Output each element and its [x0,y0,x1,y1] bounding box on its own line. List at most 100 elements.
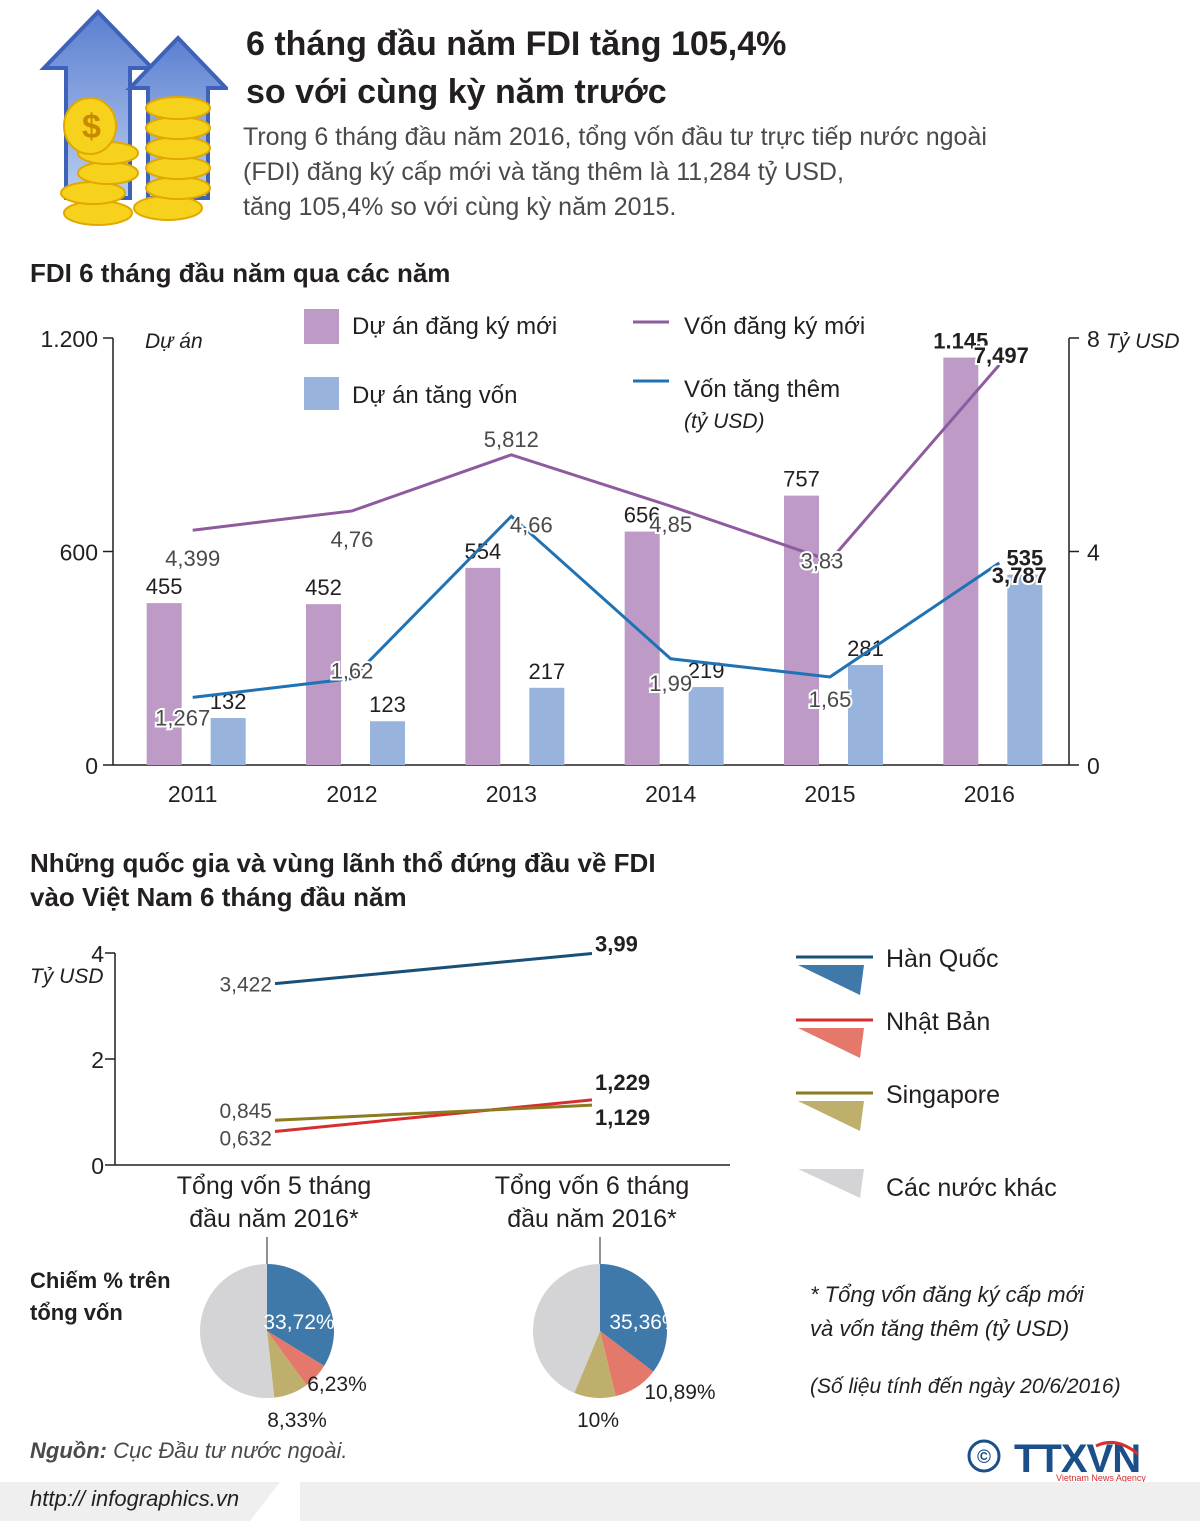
line-value-label: 1,99 [649,671,692,696]
pie-label-0: 33,72% [263,1311,334,1334]
section1-heading: FDI 6 tháng đầu năm qua các năm [30,258,451,288]
copyright-icon: © [977,1447,991,1468]
legend-slice-others [798,1169,864,1198]
logo-subtext: Vietnam News Agency [1056,1473,1146,1482]
subtitle-line-2: (FDI) đăng ký cấp mới và tăng thêm là 11… [243,158,844,186]
legend-label-0: Hàn Quốc [886,945,999,973]
line-value-label: 4,66 [510,512,553,537]
x-tick-label-line1: Tổng vốn 6 tháng [495,1172,690,1200]
line-value-label: 1,267 [155,705,210,730]
bar-value-label: 281 [847,636,884,661]
legend-slice-0 [798,965,864,995]
bar-value-label: 535 [1006,546,1043,571]
footer-corner-decoration [250,1482,300,1521]
right-axis-unit: Tỷ USD [1106,330,1180,353]
series-line-1 [274,1098,593,1133]
pie-slice-1 [267,1331,325,1386]
line-value-label: 4,76 [331,527,374,552]
series-end-label: 1,229 [595,1070,650,1095]
line-value-label: 4,399 [165,546,220,571]
share-label: Chiếm % trên tổng vốn [30,1265,171,1329]
page-title: 6 tháng đầu năm FDI tăng 105,4% so với c… [246,20,786,116]
legend-swatch-new-projects [304,309,339,344]
section2-heading: Những quốc gia và vùng lãnh thổ đứng đầu… [30,846,656,914]
right-tick-label: 8 [1087,326,1100,352]
pie-slice-3 [532,1264,600,1393]
x-tick-label: 2015 [804,781,855,807]
legend-swatch-expanded-projects [304,377,339,410]
pie-slice-1 [600,1331,654,1397]
section2-heading-line-2: vào Việt Nam 6 tháng đầu năm [30,882,407,912]
line-new-capital [192,363,1001,563]
legend-slice-2 [798,1101,864,1131]
legend-label-1: Nhật Bản [886,1008,990,1036]
bar-expanded-projects [688,687,724,765]
bar-value-label: 1.145 [933,329,988,354]
y-tick-label: 0 [91,1153,104,1179]
line-value-label: 4,85 [649,512,692,537]
right-tick-label: 0 [1087,753,1100,779]
series-start-label: 0,632 [219,1128,272,1151]
series-line-2 [274,1103,593,1122]
bar-expanded-projects [848,665,883,765]
x-tick-label-line1: Tổng vốn 5 tháng [177,1172,372,1200]
x-tick-label: 2014 [645,781,696,807]
source-label: Nguồn: [30,1438,107,1463]
ttxvn-logo: © TTXVN Vietnam News Agency [967,1437,1146,1482]
bar-value-label: 757 [783,467,820,492]
line-value-label: 7,497 [974,343,1029,368]
country-line-chart: 4 2 0 Tỷ USD 3,422 3,99 0,632 1,229 0,845 1,129 Tổ… [30,932,1057,1233]
logo-swoosh-icon [1095,1440,1139,1456]
left-tick-label: 600 [60,540,98,566]
x-tick-label: 2011 [168,781,217,807]
legend-label-2: Singapore [886,1081,1000,1109]
bar-expanded-projects [1007,574,1043,765]
x-tick-label: 2013 [486,781,537,807]
footnote: * Tổng vốn đăng ký cấp mới và vốn tăng t… [810,1278,1084,1346]
bar-value-label: 123 [369,692,406,717]
share-label-line-2: tổng vốn [30,1300,123,1325]
pie-slice-0 [600,1264,667,1372]
bar-value-label: 217 [528,659,565,684]
pie-slice-2 [574,1331,616,1398]
legend-label-new-capital: Vốn đăng ký mới [684,313,865,340]
left-tick-label: 1.200 [40,326,98,352]
gold-coins-icon [60,96,211,226]
series-start-label: 3,422 [219,974,272,997]
source-line: Nguồn: Cục Đầu tư nước ngoài. [30,1438,348,1464]
legend-label-new-projects: Dự án đăng ký mới [352,313,557,340]
legend-unit: (tỷ USD) [684,410,765,433]
series-start-label: 0,845 [219,1100,272,1123]
pie-label-2: 8,33% [267,1409,327,1432]
date-note: (Số liệu tính đến ngày 20/6/2016) [810,1375,1121,1398]
section2-heading-line-1: Những quốc gia và vùng lãnh thổ đứng đầu… [30,848,656,878]
pie-label-2: 10% [577,1409,619,1432]
website-link[interactable]: http:// infographics.vn [30,1486,240,1511]
bar-value-label: 455 [146,574,183,599]
bar-new-projects [465,567,501,765]
bar-new-projects [784,495,819,765]
left-axis-unit: Dự án [145,330,203,353]
legend-label-expanded-projects: Dự án tăng vốn [352,382,518,409]
bar-new-projects [943,357,979,765]
bar-value-label: 656 [624,503,661,528]
line-value-label: 3,83 [801,549,844,574]
left-tick-label: 0 [85,753,98,779]
right-tick-label: 4 [1087,540,1100,566]
coins-arrow-illustration: $ [39,9,228,226]
footnote-line-2: và vốn tăng thêm (tỷ USD) [810,1316,1070,1341]
pie-label-1: 6,23% [307,1373,367,1396]
y-tick-label: 2 [91,1047,104,1073]
pie-slice-2 [267,1331,307,1398]
x-tick-label-line2: đầu năm 2016* [507,1205,677,1233]
series-end-label: 1,129 [595,1105,650,1130]
legend-label-others: Các nước khác [886,1174,1057,1202]
series-line-0 [274,952,593,986]
footnote-line-1: * Tổng vốn đăng ký cấp mới [810,1282,1084,1307]
pie-label-0: 35,36% [609,1311,680,1334]
page-subtitle: Trong 6 tháng đầu năm 2016, tổng vốn đầu… [243,120,1143,225]
bar-expanded-projects [210,718,246,765]
line-added-capital [192,514,1001,699]
subtitle-line-3: tăng 105,4% so với cùng kỳ năm 2015. [243,193,677,221]
